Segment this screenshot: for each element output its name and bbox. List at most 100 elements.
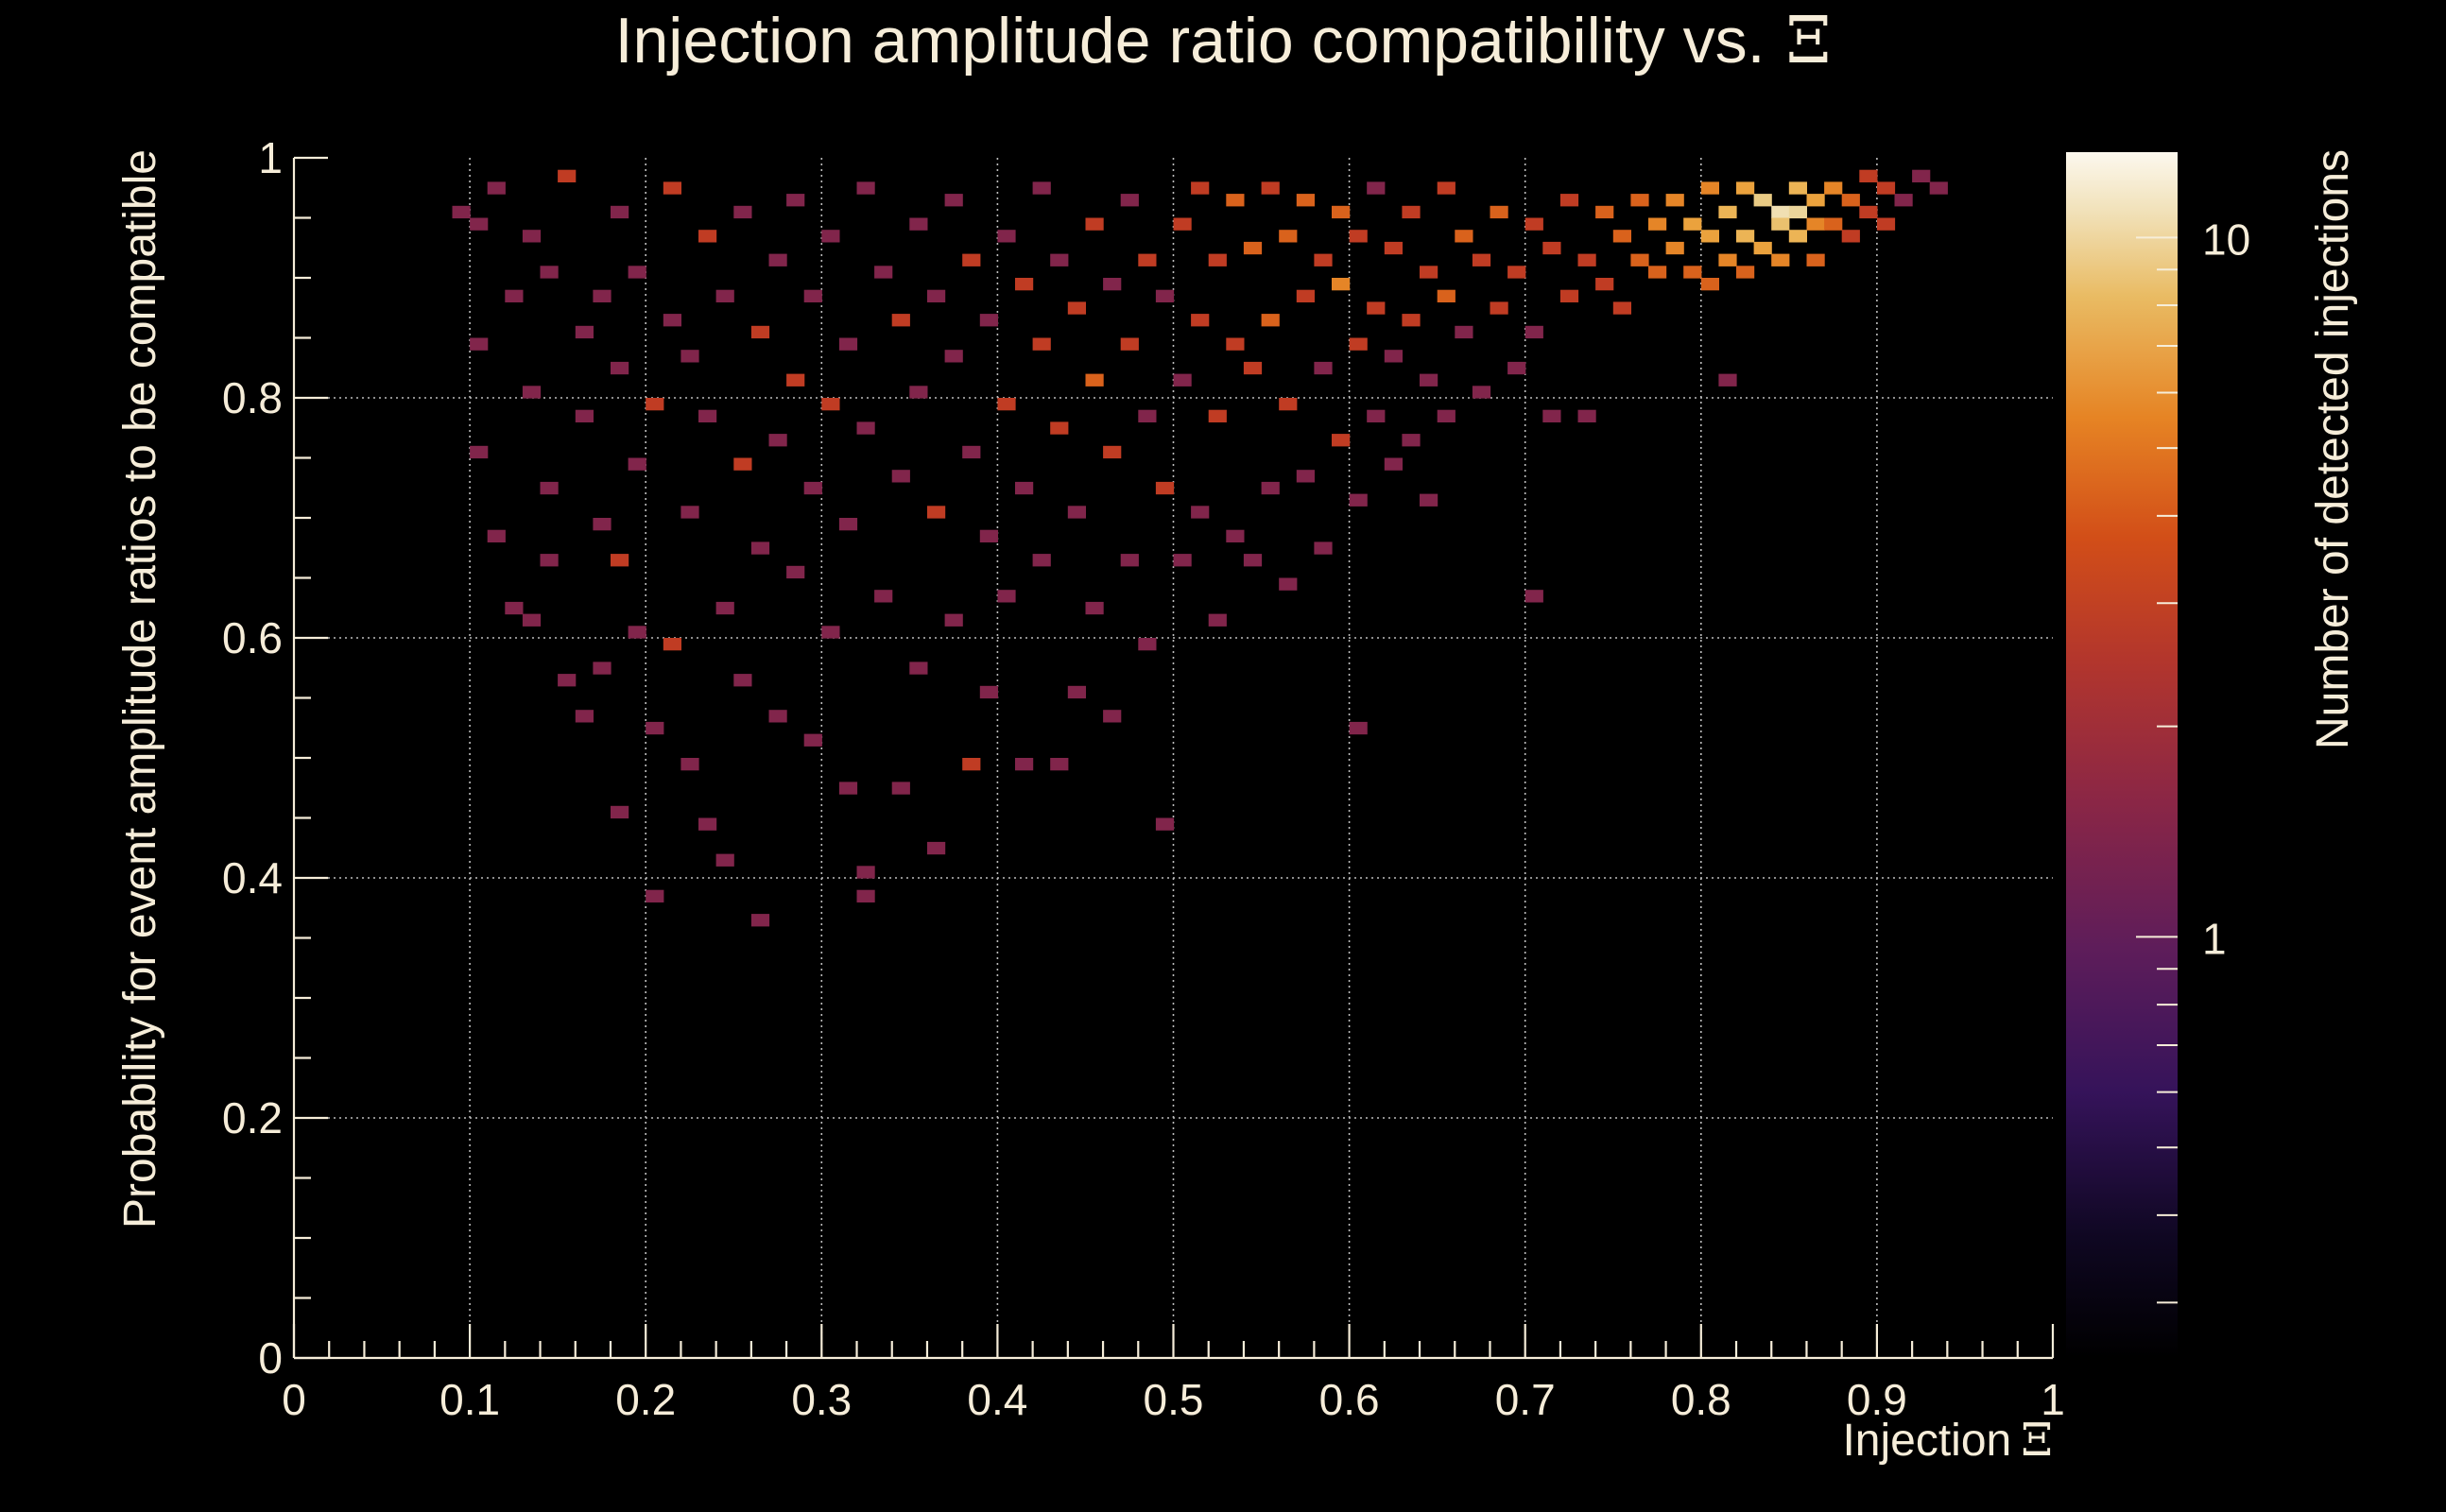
y-tick-label: 1 [258,133,283,182]
x-tick-label: 0 [282,1375,306,1424]
heatmap-cell [1718,205,1737,219]
colorbar: 1 10 [2066,152,2250,1358]
heatmap-cell [1085,601,1104,615]
heatmap-cell [909,217,928,231]
heatmap-cell [1384,457,1403,471]
heatmap-cell [909,662,928,675]
heatmap-cell [680,350,699,363]
heatmap-cell [611,205,629,219]
heatmap-cell [856,421,875,435]
heatmap-cell [1402,434,1421,447]
y-axis-title: Probability for event amplitude ratios t… [115,149,165,1228]
heatmap-cell [611,805,629,819]
heatmap-cell [997,590,1016,603]
heatmap-cell [540,266,559,279]
heatmap-cell [1015,278,1034,291]
colorbar-gradient [2066,152,2178,1358]
heatmap-cell [646,721,664,735]
heatmap-cell [1367,301,1386,315]
heatmap-cell [1402,205,1421,219]
x-tick-label: 0.3 [791,1375,852,1424]
heatmap-cell [1472,253,1491,266]
heatmap-cell [663,314,681,327]
heatmap-cell [575,325,594,339]
heatmap-cells [452,169,1948,927]
heatmap-cell [1226,529,1245,542]
heatmap-cell [838,782,858,795]
heatmap-cell [1788,205,1807,219]
heatmap-cell [593,518,612,531]
heatmap-cell [1612,301,1631,315]
heatmap-cell [1824,217,1843,231]
heatmap-cell [1349,721,1368,735]
heatmap-cell [628,266,646,279]
heatmap-cell [1595,278,1614,291]
heatmap-cell [803,733,822,747]
heatmap-cell [768,434,787,447]
heatmap-cell [944,350,963,363]
heatmap-cell [1753,194,1772,207]
heatmap-cell [452,205,471,219]
heatmap-cell [1085,373,1104,387]
axes: 0 0.1 0.2 0.3 0.4 0.5 0.6 0.7 0.8 0.9 1 0 0.2 0.4 0.6 0… [222,133,2065,1424]
heatmap-cell [505,601,524,615]
heatmap-cell [1402,314,1421,327]
heatmap-cell [1367,409,1386,422]
heatmap-cell [1015,758,1034,771]
heatmap-cell [838,337,858,351]
heatmap-cell [1559,289,1579,302]
heatmap-cell [1138,253,1157,266]
heatmap-cell [1296,194,1315,207]
heatmap-cell [1332,434,1351,447]
heatmap-cell [1630,194,1649,207]
heatmap-cell [1420,493,1438,507]
heatmap-cell [1437,181,1456,195]
heatmap-cell [1700,278,1719,291]
heatmap-cell [1771,253,1790,266]
heatmap-cell [1050,421,1069,435]
grid-lines [294,158,2053,1358]
heatmap-cell [927,289,946,302]
heatmap-cell [470,217,489,231]
heatmap-cell [1120,194,1139,207]
heatmap-cell [1314,361,1333,375]
heatmap-cell [1085,217,1104,231]
heatmap-cell [628,626,646,639]
heatmap-cell [1261,481,1280,495]
heatmap-cell [891,782,910,795]
heatmap-cell [1736,181,1755,195]
plot-background [294,158,2053,1358]
heatmap-cell [1683,266,1702,279]
heatmap-cell [1349,337,1368,351]
heatmap-cell [944,613,963,627]
heatmap-cell [715,289,734,302]
y-tick-label: 0.4 [222,853,283,902]
heatmap-cell [1736,230,1755,243]
heatmap-cell [1138,638,1157,651]
heatmap-cell [540,554,559,567]
heatmap-cell [891,314,910,327]
heatmap-cell [680,758,699,771]
heatmap-cell [1384,241,1403,255]
heatmap-cell [1296,289,1315,302]
heatmap-cell [1067,685,1086,699]
heatmap-cell [750,541,770,555]
heatmap-cell [1542,409,1561,422]
heatmap-cell [1876,181,1896,195]
heatmap-cell [1226,337,1245,351]
heatmap-cell [997,398,1016,411]
heatmap-cell [786,373,805,387]
heatmap-cell [1332,205,1351,219]
heatmap-cell [733,205,752,219]
heatmap-cell [733,457,752,471]
heatmap-cell [1437,289,1456,302]
x-tick-label: 0.2 [615,1375,676,1424]
heatmap-cell [1577,253,1596,266]
heatmap-cell [1700,181,1719,195]
heatmap-cell [1437,409,1456,422]
heatmap-cell [1243,241,1263,255]
heatmap-cell [1279,577,1298,591]
heatmap-cell [1208,253,1227,266]
heatmap-cell [1507,361,1526,375]
